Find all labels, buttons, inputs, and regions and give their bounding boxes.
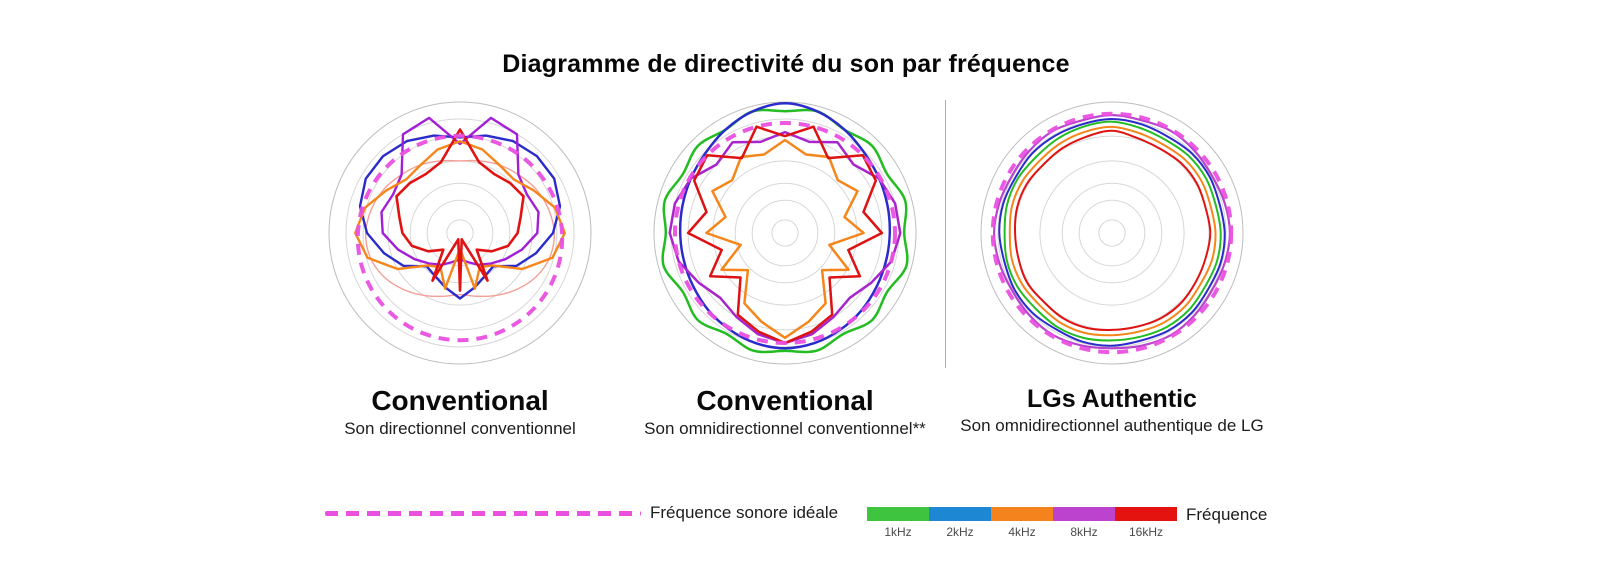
grid-ring xyxy=(1078,199,1146,267)
frequency-tick-8kHz: 8kHz xyxy=(1070,525,1098,539)
chart-caption: LGs Authentic Son omnidirectionnel authe… xyxy=(949,386,1275,436)
frequency-tick-16kHz: 16kHz xyxy=(1128,525,1163,539)
grid-ring xyxy=(446,219,474,247)
series-line-8kHz xyxy=(380,116,540,266)
ideal-frequency-dashed-swatch xyxy=(325,511,641,516)
grid-ring xyxy=(1098,219,1126,247)
frequency-tick-4kHz: 4kHz xyxy=(1008,525,1036,539)
grid-ring xyxy=(734,182,836,284)
grid-ring xyxy=(980,101,1244,365)
polar-chart-directional: Conventional Son directionnel convention… xyxy=(297,83,623,439)
ideal-frequency-label: Fréquence sonore idéale xyxy=(650,503,839,522)
chart-heading: LGs Authentic xyxy=(1027,385,1197,413)
series-line-16kHz xyxy=(395,128,525,292)
chart-subtitle: Son omnidirectionnel authentique de LG xyxy=(960,416,1264,436)
grid-ring xyxy=(1039,160,1185,306)
grid-ring xyxy=(328,101,592,365)
series-line-4kHz xyxy=(1008,125,1217,337)
polar-plot-directional xyxy=(328,101,592,365)
chart-heading: Conventional xyxy=(371,385,549,416)
series-line-16kHz xyxy=(686,125,884,345)
chart-heading: Conventional xyxy=(696,385,874,416)
series-line-8kHz xyxy=(993,114,1231,350)
section-divider xyxy=(945,100,946,368)
polar-chart-omni-conventional: Conventional Son omnidirectionnel conven… xyxy=(622,83,948,439)
series-line-4kHz xyxy=(354,140,566,290)
ideal-frequency-circle xyxy=(355,133,565,343)
grid-ring xyxy=(771,219,799,247)
grid-ring xyxy=(712,160,858,306)
polar-plot-omni-conventional xyxy=(653,101,917,365)
series-line-8kHz xyxy=(668,130,902,345)
grid-ring xyxy=(653,101,917,365)
frequency-tick-1kHz: 1kHz xyxy=(884,525,912,539)
series-line-light-red xyxy=(364,159,556,298)
series-line-1kHz xyxy=(1003,120,1222,342)
grid-ring xyxy=(345,118,575,348)
ideal-frequency-circle xyxy=(673,121,897,345)
frequency-color-bar xyxy=(867,507,1177,521)
series-line-2kHz xyxy=(358,134,562,300)
frequency-segment-16kHz xyxy=(1115,507,1177,521)
frequency-segment-4kHz xyxy=(991,507,1053,521)
polar-plot-lg-authentic xyxy=(980,101,1244,365)
frequency-segment-1kHz xyxy=(867,507,929,521)
frequency-segment-8kHz xyxy=(1053,507,1115,521)
chart-subtitle: Son omnidirectionnel conventionnel** xyxy=(644,419,926,439)
grid-ring xyxy=(1061,182,1163,284)
chart-subtitle: Son directionnel conventionnel xyxy=(344,419,576,439)
series-line-1kHz xyxy=(661,108,909,354)
grid-ring xyxy=(362,135,558,331)
chart-caption: Conventional Son directionnel convention… xyxy=(297,386,623,439)
series-line-2kHz xyxy=(998,118,1226,347)
series-line-16kHz xyxy=(1014,129,1212,331)
chart-caption: Conventional Son omnidirectionnel conven… xyxy=(622,386,948,439)
frequency-tick-labels: 1kHz 2kHz 4kHz 8kHz 16kHz xyxy=(867,525,1177,539)
polar-chart-lg-authentic: LGs Authentic Son omnidirectionnel authe… xyxy=(949,83,1275,436)
frequency-tick-2kHz: 2kHz xyxy=(946,525,974,539)
grid-ring xyxy=(751,199,819,267)
series-line-4kHz xyxy=(705,138,865,340)
frequency-segment-2kHz xyxy=(929,507,991,521)
ideal-frequency-circle xyxy=(990,111,1234,355)
frequency-legend-label: Fréquence xyxy=(1186,505,1268,524)
page-title: Diagramme de directivité du son par fréq… xyxy=(502,50,1070,78)
